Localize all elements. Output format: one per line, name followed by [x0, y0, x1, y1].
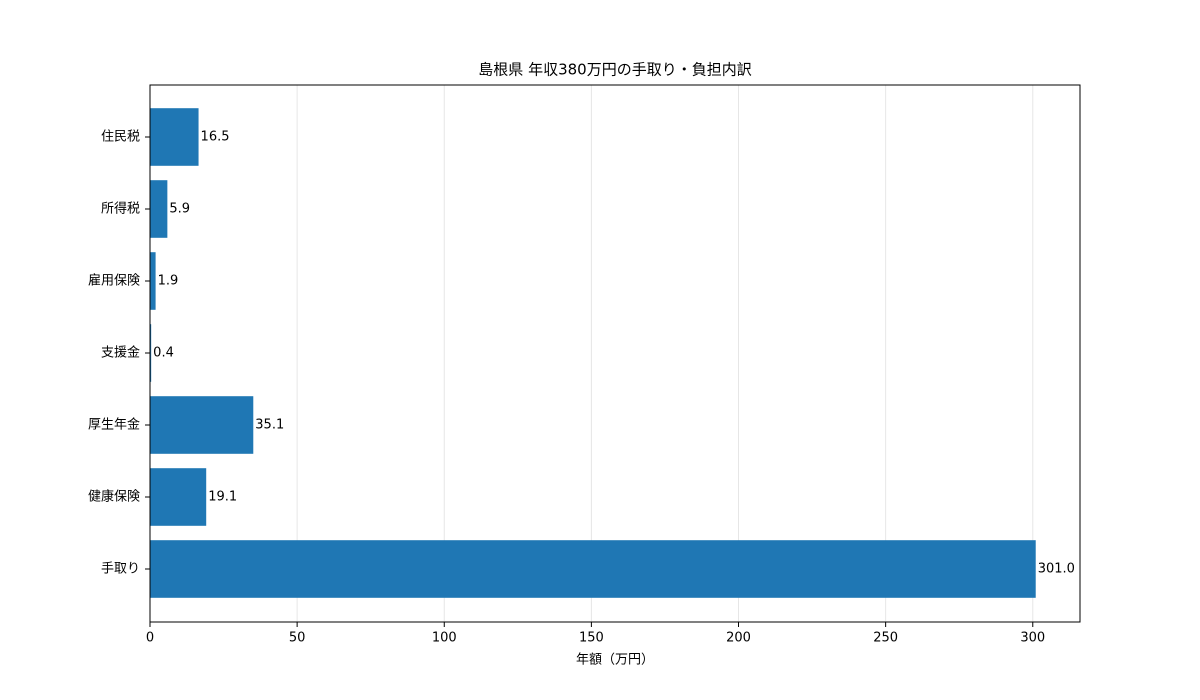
value-label: 5.9 — [169, 202, 190, 217]
x-tick-label: 0 — [146, 631, 154, 646]
x-tick-label: 150 — [579, 631, 604, 646]
x-tick-label: 200 — [726, 631, 751, 646]
value-label: 16.5 — [201, 130, 230, 145]
y-tick-label: 厚生年金 — [88, 417, 140, 433]
y-tick-label: 所得税 — [101, 201, 140, 217]
bar — [150, 324, 152, 382]
value-label: 35.1 — [255, 418, 284, 433]
bar — [150, 180, 168, 238]
value-label: 19.1 — [208, 490, 237, 505]
y-tick-label: 手取り — [101, 562, 140, 577]
chart-title: 島根県 年収380万円の手取り・負担内訳 — [478, 61, 751, 79]
bar — [150, 540, 1036, 598]
bar — [150, 252, 156, 310]
value-label: 0.4 — [153, 346, 174, 361]
plot-frame — [149, 84, 1081, 623]
x-tick-label: 300 — [1020, 631, 1045, 646]
value-label: 1.9 — [158, 274, 179, 289]
y-tick-label: 住民税 — [101, 130, 140, 145]
y-tick-label: 雇用保険 — [88, 273, 140, 289]
value-label: 301.0 — [1038, 562, 1075, 577]
y-tick-label: 支援金 — [101, 345, 140, 361]
bar — [150, 396, 254, 454]
x-tick-label: 100 — [432, 631, 457, 646]
x-tick-label: 50 — [289, 631, 306, 646]
bar — [150, 468, 207, 526]
x-axis-label: 年額（万円） — [576, 653, 654, 668]
x-tick-label: 250 — [873, 631, 898, 646]
bar — [150, 108, 199, 166]
y-tick-label: 健康保険 — [88, 489, 140, 505]
